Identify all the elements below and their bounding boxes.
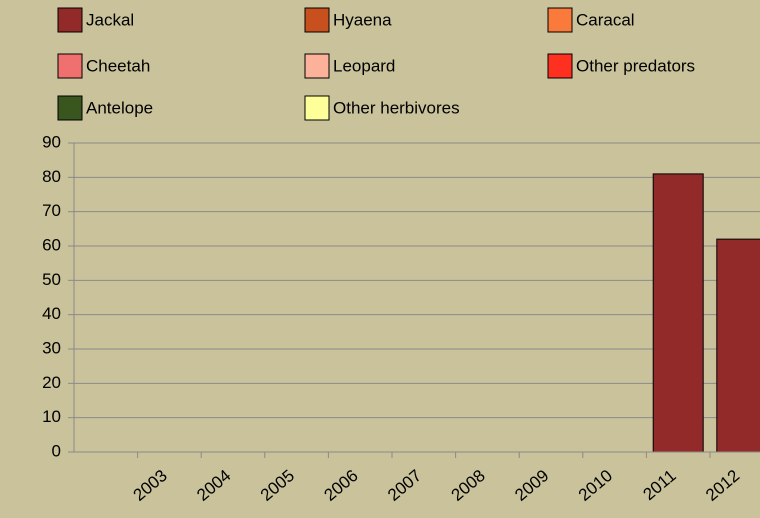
legend-swatch xyxy=(57,95,83,121)
legend-label: Antelope xyxy=(86,98,153,117)
y-tick-label: 50 xyxy=(42,270,61,289)
legend-swatch xyxy=(57,7,83,33)
bar xyxy=(652,173,704,453)
legend-swatch xyxy=(57,53,83,79)
y-tick-label: 80 xyxy=(42,167,61,186)
legend-label: Jackal xyxy=(86,10,134,29)
x-tick-label: 2004 xyxy=(193,466,234,505)
legend-swatch xyxy=(304,95,330,121)
y-tick-label: 40 xyxy=(42,304,61,323)
x-tick-label: 2008 xyxy=(448,466,489,505)
y-tick-label: 0 xyxy=(52,441,61,460)
y-tick-label: 20 xyxy=(42,373,61,392)
y-tick-label: 70 xyxy=(42,201,61,220)
legend-swatch xyxy=(304,7,330,33)
x-tick-label: 2009 xyxy=(511,466,552,505)
y-tick-label: 90 xyxy=(42,132,61,151)
legend-label: Hyaena xyxy=(333,10,392,29)
y-tick-label: 60 xyxy=(42,235,61,254)
x-tick-label: 2011 xyxy=(639,466,679,504)
x-tick-label: 2012 xyxy=(702,466,743,505)
y-tick-label: 30 xyxy=(42,338,61,357)
legend-label: Cheetah xyxy=(86,56,150,75)
bar xyxy=(716,238,760,453)
x-tick-label: 2010 xyxy=(575,466,616,505)
x-tick-label: 2005 xyxy=(257,466,298,505)
legend-swatch xyxy=(304,53,330,79)
x-tick-label: 2003 xyxy=(130,466,171,505)
y-tick-label: 10 xyxy=(42,407,61,426)
legend-swatch xyxy=(547,53,573,79)
legend-swatch xyxy=(547,7,573,33)
x-tick-label: 2007 xyxy=(384,466,425,505)
x-tick-label: 2006 xyxy=(320,466,361,505)
legend-label: Other herbivores xyxy=(333,98,460,117)
legend-label: Leopard xyxy=(333,56,395,75)
legend-label: Other predators xyxy=(576,56,695,75)
legend-label: Caracal xyxy=(576,10,635,29)
